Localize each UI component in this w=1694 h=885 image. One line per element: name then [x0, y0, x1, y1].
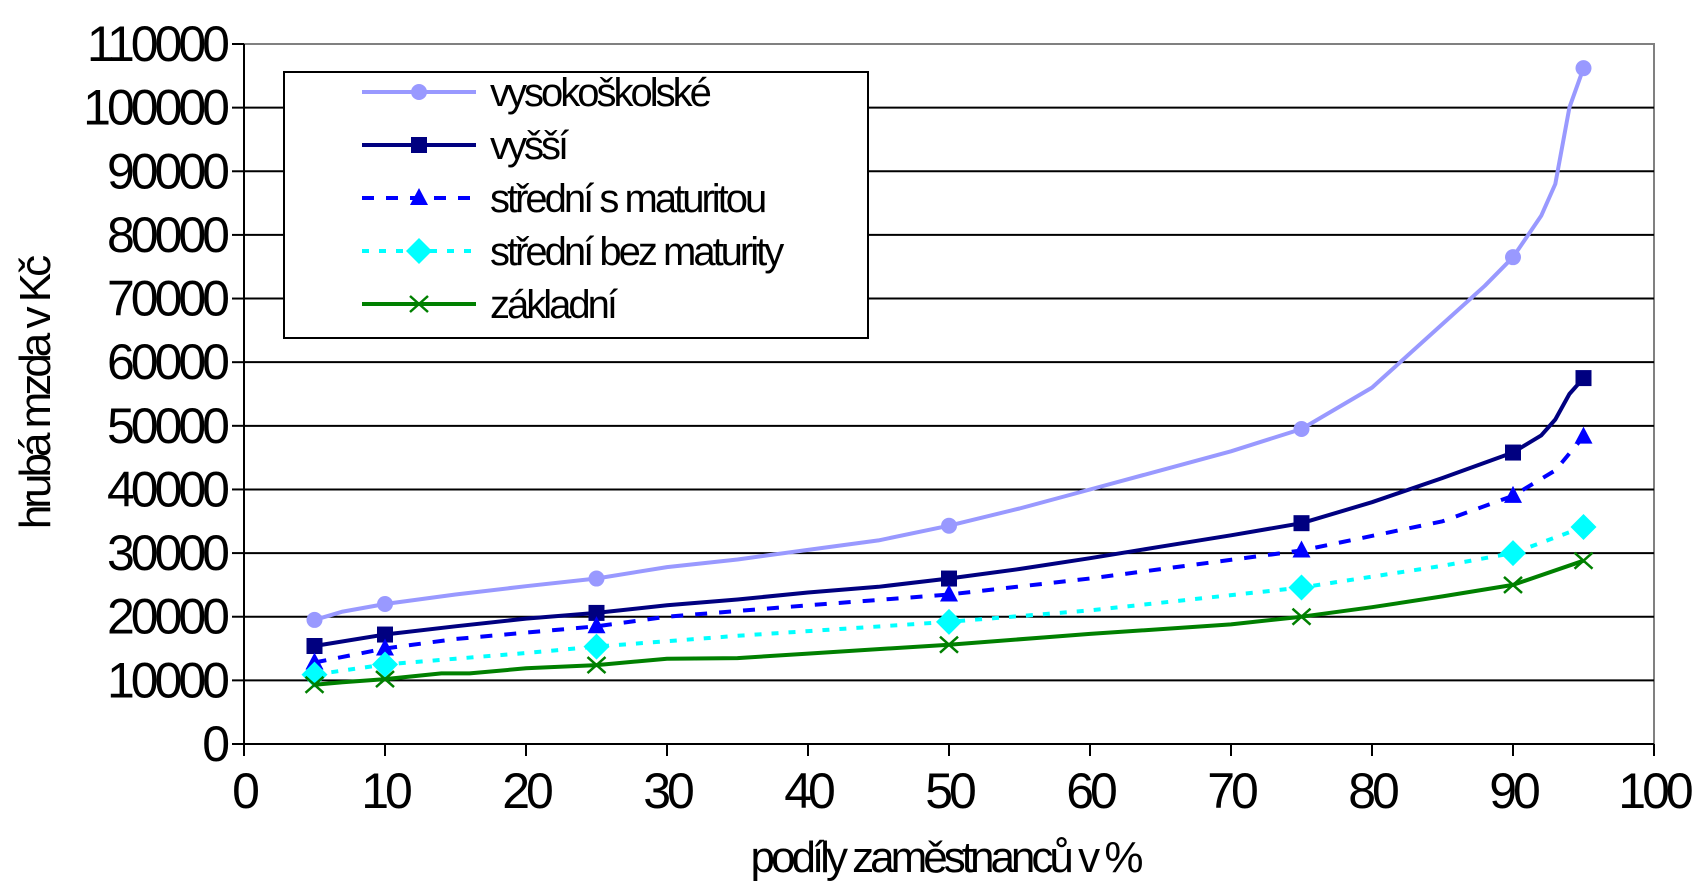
- data-point: [941, 517, 957, 534]
- legend-label: základní: [490, 283, 618, 327]
- x-tick-label: 20: [502, 763, 552, 819]
- data-point: [1504, 485, 1522, 503]
- data-point: [1575, 370, 1592, 387]
- legend-label: vysokoškolské: [490, 71, 711, 115]
- data-point: [1575, 60, 1592, 77]
- data-point: [936, 608, 962, 635]
- y-tick-label: 110000: [87, 16, 228, 72]
- series-line: [314, 558, 1585, 687]
- series-line: [314, 376, 1585, 648]
- data-point: [406, 238, 432, 264]
- legend-box: [283, 71, 869, 339]
- series-4: [304, 551, 1594, 694]
- data-point: [1288, 574, 1315, 601]
- data-point: [586, 656, 607, 675]
- x-tick-label: 90: [1489, 763, 1539, 819]
- data-point: [306, 638, 323, 654]
- y-tick-label: 10000: [107, 652, 228, 708]
- x-tick-label: 100: [1618, 763, 1692, 819]
- legend-item: vyšší: [362, 124, 572, 168]
- data-point: [588, 570, 605, 587]
- x-tick-label: 50: [925, 763, 975, 819]
- legend-label: střední bez maturity: [490, 230, 784, 274]
- data-point: [409, 295, 429, 313]
- data-point: [583, 633, 610, 660]
- data-point: [1505, 249, 1521, 266]
- data-point: [377, 626, 393, 643]
- y-axis-title: hrubá mzda v Kč: [11, 256, 60, 529]
- x-tick-label: 70: [1207, 763, 1257, 819]
- data-point: [1570, 514, 1597, 540]
- series-0: [306, 60, 1592, 628]
- data-point: [587, 616, 606, 634]
- y-tick-label: 20000: [107, 589, 228, 645]
- y-tick-label: 80000: [107, 207, 228, 263]
- x-tick-label: 40: [784, 763, 834, 819]
- y-tick-label: 90000: [107, 143, 228, 199]
- series-1: [306, 370, 1592, 654]
- y-tick-label: 70000: [107, 271, 228, 327]
- series-line: [313, 67, 1586, 622]
- data-point: [304, 675, 325, 694]
- series-3: [301, 514, 1597, 688]
- y-tick-label: 0: [202, 716, 228, 772]
- data-point: [1573, 551, 1594, 570]
- data-point: [375, 670, 395, 689]
- legend-item: vysokoškolské: [362, 71, 714, 115]
- y-tick-label: 30000: [107, 525, 228, 581]
- legend: vysokoškolské vyšší střední s maturitou stř…: [283, 71, 869, 339]
- legend-label: střední s maturitou: [490, 177, 765, 221]
- data-point: [940, 584, 958, 602]
- series-line: [314, 435, 1586, 665]
- x-tick-label: 60: [1066, 763, 1116, 819]
- legend-item: střední bez maturity: [362, 230, 787, 274]
- x-tick-label: 30: [643, 763, 693, 819]
- data-point: [376, 638, 394, 656]
- x-tick-label: 0: [232, 763, 258, 819]
- y-tick-label: 100000: [83, 80, 228, 136]
- x-tick-label: 80: [1348, 763, 1398, 819]
- data-point: [588, 604, 605, 621]
- data-point: [377, 596, 393, 612]
- y-tick-label: 50000: [107, 398, 228, 454]
- y-tick-label: 60000: [107, 334, 228, 390]
- data-point: [372, 651, 398, 678]
- legend-item: základní: [362, 283, 621, 327]
- data-point: [1291, 607, 1312, 626]
- data-point: [1503, 575, 1523, 594]
- data-point: [1293, 515, 1310, 532]
- data-point: [410, 188, 428, 205]
- x-axis-title: podíly zaměstnanců v %: [751, 833, 1143, 882]
- data-point: [1293, 421, 1310, 437]
- legend-label: vyšší: [490, 124, 569, 168]
- x-tick-label: 10: [361, 763, 411, 819]
- data-point: [301, 661, 328, 688]
- data-point: [939, 635, 959, 654]
- series-layer: [301, 60, 1597, 694]
- data-point: [1500, 540, 1526, 567]
- data-point: [941, 570, 957, 587]
- axes: 0100002000030000400005000060000700008000…: [83, 16, 1694, 819]
- series-line: [314, 525, 1585, 677]
- y-tick-label: 40000: [107, 461, 228, 517]
- legend-item: střední s maturitou: [362, 177, 768, 221]
- data-point: [411, 137, 427, 153]
- data-point: [1505, 444, 1521, 461]
- data-point: [306, 611, 323, 628]
- data-point: [305, 652, 324, 670]
- data-point: [1574, 426, 1593, 444]
- data-point: [1292, 540, 1311, 558]
- series-2: [305, 426, 1593, 670]
- data-point: [411, 84, 427, 100]
